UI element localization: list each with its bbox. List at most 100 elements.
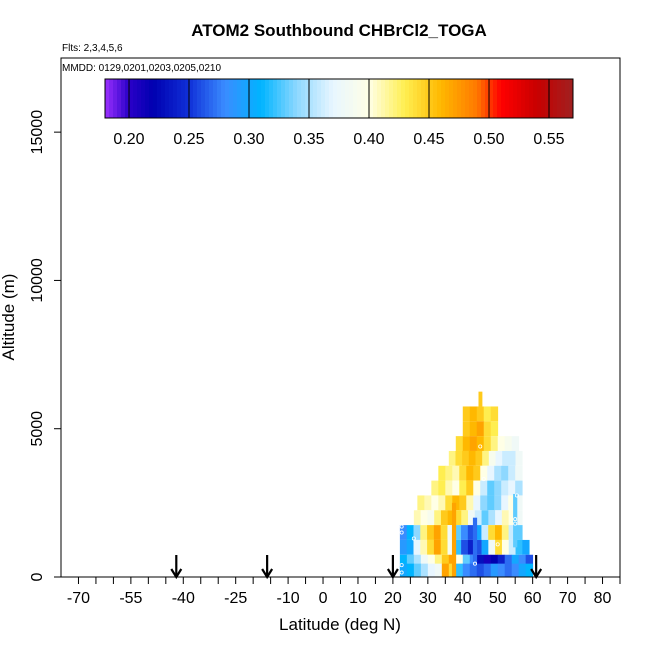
- colorbar-segment: [217, 79, 222, 118]
- colorbar-segment: [373, 79, 378, 118]
- sample-point: [399, 563, 404, 568]
- colorbar: [104, 78, 574, 119]
- curtain-cell: [483, 436, 492, 451]
- curtain-cell: [518, 554, 527, 570]
- colorbar-segment: [505, 79, 510, 118]
- curtain-cell: [511, 436, 520, 451]
- curtain-cell: [438, 495, 446, 511]
- colorbar-segment: [501, 79, 506, 118]
- curtain-cell: [461, 539, 469, 555]
- curtain-cell: [461, 525, 469, 540]
- colorbar-segment: [245, 79, 250, 118]
- colorbar-segment: [409, 79, 414, 118]
- curtain-cell: [490, 436, 499, 451]
- curtain-cell: [501, 510, 510, 526]
- colorbar-segment: [313, 79, 318, 118]
- curtain-cell: [459, 480, 467, 496]
- curtain-cell: [508, 539, 516, 555]
- curtain-cell: [427, 510, 435, 526]
- colorbar-segment: [301, 79, 306, 118]
- x-tick-label: 80: [594, 590, 612, 607]
- curtain-cell: [515, 525, 523, 540]
- sample-points: [399, 444, 519, 575]
- curtain-cell: [508, 510, 516, 526]
- sample-point: [481, 477, 486, 482]
- curtain-cell: [515, 539, 523, 555]
- curtain-cell: [413, 554, 422, 570]
- colorbar-segment: [485, 79, 490, 118]
- colorbar-tick-labels: 0.20 0.25 0.30 0.35 0.40 0.45 0.50 0.55: [113, 79, 565, 148]
- curtain-cell: [502, 450, 510, 466]
- sample-point: [399, 524, 404, 529]
- y-tick-label: 5000: [29, 411, 46, 447]
- curtain-cell: [518, 563, 527, 577]
- curtain-cell: [413, 510, 422, 526]
- curtain-cell: [440, 510, 449, 526]
- colorbar-segment: [341, 79, 346, 118]
- x-tick-label: -55: [119, 590, 142, 607]
- curtain-cell: [447, 525, 455, 540]
- colorbar-tick-label: 0.25: [173, 131, 204, 148]
- colorbar-segment: [213, 79, 218, 118]
- curtain-cell: [427, 539, 435, 555]
- curtain-cell: [494, 480, 502, 496]
- curtain-cell: [427, 554, 436, 570]
- curtain-cell: [469, 554, 478, 570]
- colorbar-segment: [189, 79, 194, 118]
- curtain-cell: [508, 465, 516, 481]
- curtain-cell: [483, 406, 492, 422]
- colorbar-segment: [469, 79, 474, 118]
- colorbar-segment: [249, 79, 254, 118]
- curtain-cell: [525, 554, 534, 570]
- mmdd-note: MMDD: 0129,0201,0203,0205,0210: [62, 63, 221, 74]
- sample-point: [399, 570, 404, 575]
- colorbar-segment: [325, 79, 330, 118]
- curtain-cell: [413, 563, 422, 577]
- curtain-cell: [466, 495, 474, 511]
- curtain-cell: [525, 563, 534, 577]
- curtain-cell: [462, 436, 471, 451]
- colorbar-segment: [253, 79, 258, 118]
- curtain-cell: [438, 465, 446, 481]
- colorbar-segment: [521, 79, 526, 118]
- curtain-cell: [497, 563, 506, 577]
- colorbar-tick-label: 0.55: [533, 131, 564, 148]
- colorbar-tick-label: 0.20: [113, 131, 144, 148]
- curtain-cell: [445, 495, 453, 511]
- curtain-cell: [481, 525, 489, 540]
- curtain-cell: [467, 539, 476, 555]
- curtain-cell: [462, 563, 471, 577]
- colorbar-segment: [357, 79, 362, 118]
- curtain-cell: [508, 525, 516, 540]
- colorbar-segment: [281, 79, 286, 118]
- y-axis-label: Altitude (m): [0, 274, 18, 361]
- colorbar-segment: [365, 79, 370, 118]
- colorbar-segment: [457, 79, 462, 118]
- curtain-cell: [490, 406, 499, 422]
- colorbar-segment: [437, 79, 442, 118]
- curtain-cell: [490, 554, 499, 570]
- colorbar-segment: [317, 79, 322, 118]
- curtain-cell: [495, 450, 503, 466]
- colorbar-segment: [105, 79, 110, 118]
- colorbar-segment: [481, 79, 486, 118]
- curtain-cell: [459, 465, 467, 481]
- curtain-cell: [433, 525, 442, 540]
- curtain-cell: [406, 563, 415, 577]
- curtain-cell: [468, 450, 476, 466]
- colorbar-segment: [197, 79, 202, 118]
- colorbar-segment: [349, 79, 354, 118]
- curtain-profile-bar: [472, 517, 478, 563]
- colorbar-segment: [389, 79, 394, 118]
- curtain-cell: [480, 465, 488, 481]
- colorbar-segment: [561, 79, 566, 118]
- colorbar-segment: [229, 79, 234, 118]
- colorbar-segment: [185, 79, 190, 118]
- curtain-cell: [488, 539, 496, 555]
- curtain-cell: [476, 554, 485, 570]
- curtain-cell: [480, 495, 488, 511]
- colorbar-segment: [545, 79, 550, 118]
- curtain-cell: [501, 465, 509, 481]
- colorbar-segment: [553, 79, 558, 118]
- curtain-cell: [515, 465, 523, 481]
